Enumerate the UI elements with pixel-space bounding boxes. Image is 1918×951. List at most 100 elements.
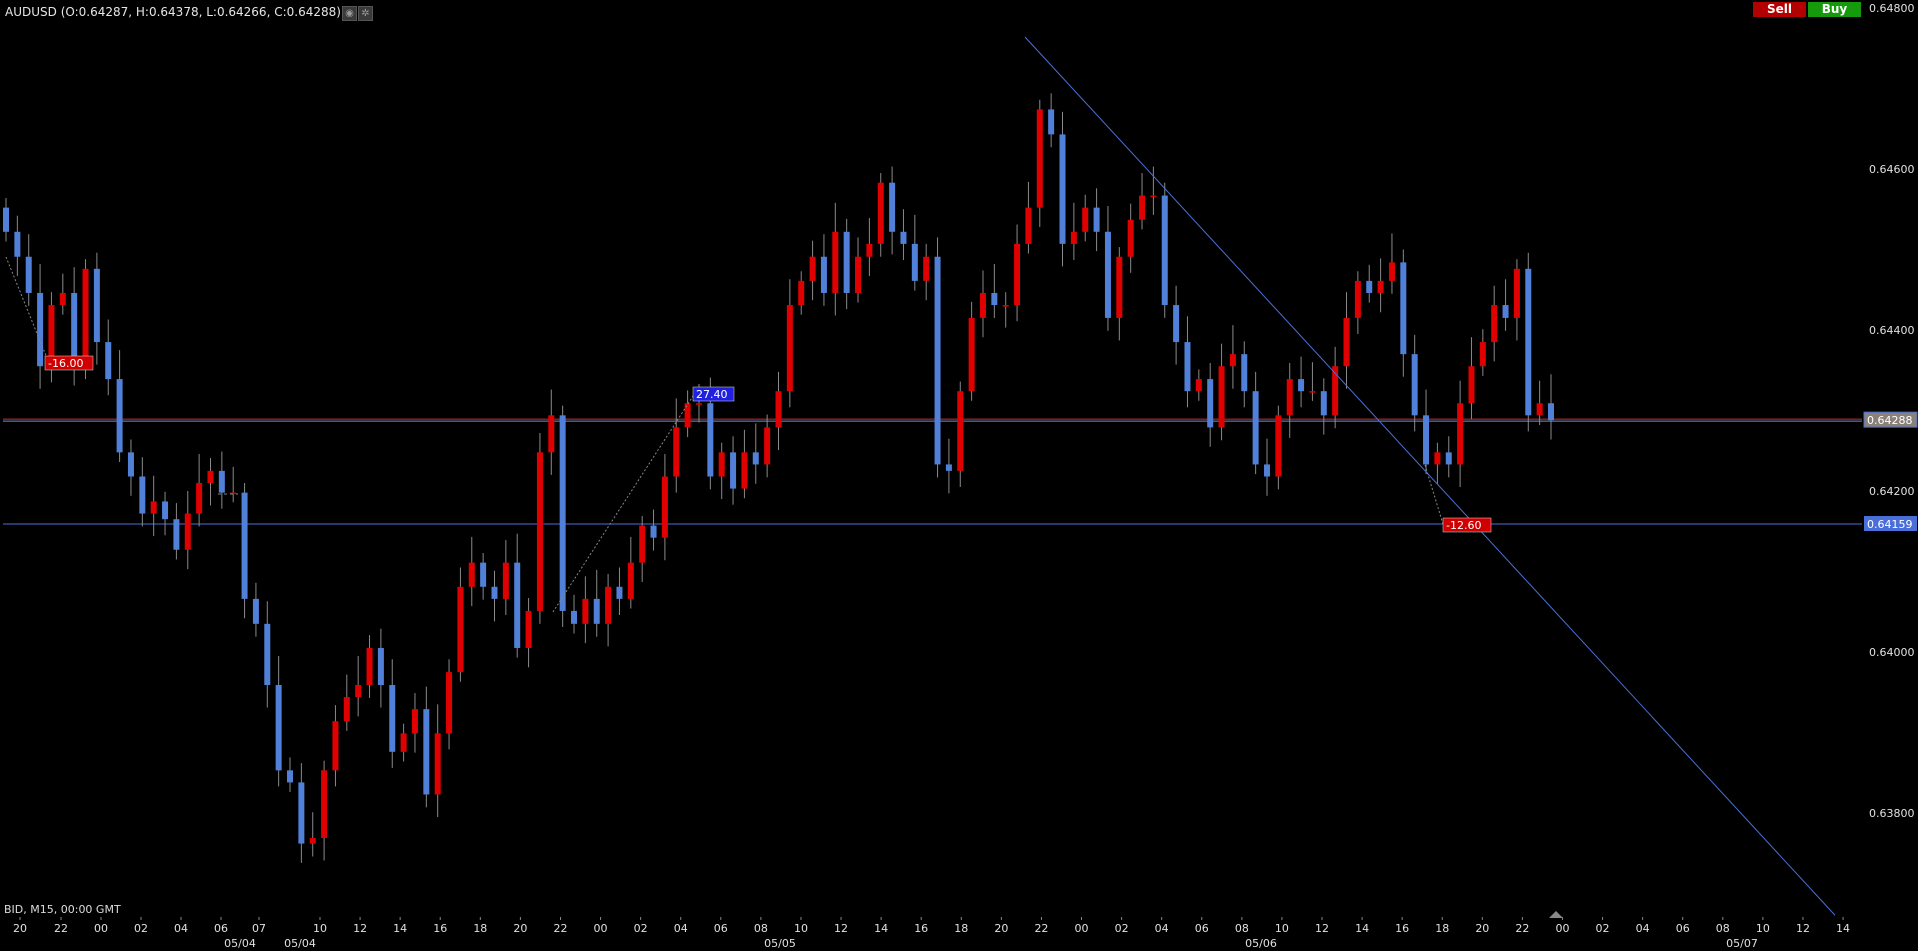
annotation-box	[44, 355, 94, 371]
gear-icon[interactable]: ✲	[358, 6, 373, 21]
candle-body	[593, 598, 600, 624]
measure-line	[1424, 464, 1444, 525]
price-label: 0.64159	[1867, 518, 1913, 531]
x-tick-label: 10	[313, 922, 327, 935]
candle-body	[695, 403, 702, 405]
candle-body	[37, 292, 44, 367]
x-tick-label: 12	[1796, 922, 1810, 935]
y-tick-label: 0.63800	[1869, 807, 1915, 820]
measure-line	[552, 392, 696, 613]
candle-body	[514, 562, 521, 648]
candle-body	[400, 733, 407, 752]
candle-body	[184, 513, 191, 550]
measure-line	[5, 256, 50, 364]
candle-body	[1525, 268, 1532, 416]
annotation-box	[692, 386, 735, 402]
candle-body	[673, 427, 680, 477]
current-time-marker-icon[interactable]	[1549, 911, 1563, 918]
candle-body	[548, 415, 555, 453]
candle-body	[866, 243, 873, 257]
candle-body	[979, 292, 986, 318]
candle-body	[1252, 391, 1259, 465]
price-label-box	[1863, 411, 1918, 428]
candle-body	[820, 256, 827, 293]
candle-body	[1332, 366, 1339, 416]
annotation-label: 27.40	[696, 388, 728, 401]
x-tick-label: 22	[1034, 922, 1048, 935]
candle-body	[855, 256, 862, 293]
candle-body	[843, 231, 850, 293]
x-tick-label: 18	[954, 922, 968, 935]
candle-body	[1241, 354, 1248, 392]
candle-body	[639, 525, 646, 563]
candle-body	[900, 231, 907, 244]
candle-body	[298, 782, 305, 844]
candle-body	[957, 391, 964, 471]
candle-body	[536, 452, 543, 611]
candle-body	[798, 280, 805, 306]
x-tick-label: 00	[94, 922, 108, 935]
candle-body	[707, 403, 714, 477]
candle-body	[1059, 134, 1066, 244]
x-tick-label: 06	[1195, 922, 1209, 935]
visibility-icon[interactable]: ◉	[342, 6, 357, 21]
candle-body	[1093, 207, 1100, 232]
candle-body	[627, 562, 634, 599]
candle-body	[923, 256, 930, 281]
candle-body	[1548, 403, 1554, 421]
candle-body	[3, 207, 9, 232]
candle-body	[1536, 403, 1543, 416]
candle-body	[945, 464, 952, 471]
candle-body	[139, 476, 146, 514]
candle-body	[321, 770, 328, 838]
x-tick-label: 20	[513, 922, 527, 935]
x-date-label: 05/04	[284, 937, 316, 950]
x-date-label: 05/06	[1245, 937, 1277, 950]
chart-info-label: BID, M15, 00:00 GMT	[4, 903, 121, 916]
candle-body	[411, 709, 418, 734]
x-tick-label: 04	[174, 922, 188, 935]
x-tick-label: 00	[1075, 922, 1089, 935]
annotation-box	[1442, 517, 1492, 533]
candle-body	[1491, 305, 1498, 343]
candle-body	[1218, 366, 1225, 428]
candle-body	[218, 470, 225, 493]
x-tick-label: 02	[1596, 922, 1610, 935]
x-tick-label: 06	[714, 922, 728, 935]
x-tick-label: 20	[1475, 922, 1489, 935]
candle-body	[809, 256, 816, 281]
sell-button[interactable]: Sell	[1753, 2, 1806, 17]
x-tick-label: 22	[1515, 922, 1529, 935]
candle-body	[491, 586, 498, 599]
candle-body	[1070, 231, 1077, 244]
candle-body	[343, 697, 350, 722]
x-tick-label: 18	[473, 922, 487, 935]
candle-body	[1048, 109, 1055, 135]
price-label: 0.64288	[1867, 414, 1913, 427]
candle-body	[309, 837, 316, 844]
candle-body	[1366, 280, 1373, 293]
candle-body	[150, 501, 157, 514]
candle-body	[127, 452, 134, 477]
candle-body	[230, 492, 237, 495]
candle-body	[332, 721, 339, 771]
x-tick-label: 12	[353, 922, 367, 935]
candle-body	[1082, 207, 1089, 232]
candle-body	[207, 470, 214, 483]
x-tick-label: 12	[834, 922, 848, 935]
candle-body	[1434, 452, 1441, 465]
candle-body	[355, 685, 362, 698]
candle-body	[162, 501, 169, 520]
x-tick-label: 16	[914, 922, 928, 935]
candle-body	[1502, 305, 1509, 318]
candle-body	[423, 709, 430, 795]
candle-body	[661, 476, 668, 538]
candle-body	[1298, 379, 1305, 392]
candle-body	[1400, 262, 1407, 355]
buy-button[interactable]: Buy	[1808, 2, 1861, 17]
candle-body	[446, 672, 453, 734]
candle-body	[1002, 305, 1009, 307]
candle-body	[252, 598, 259, 624]
x-date-label: 05/07	[1726, 937, 1758, 950]
